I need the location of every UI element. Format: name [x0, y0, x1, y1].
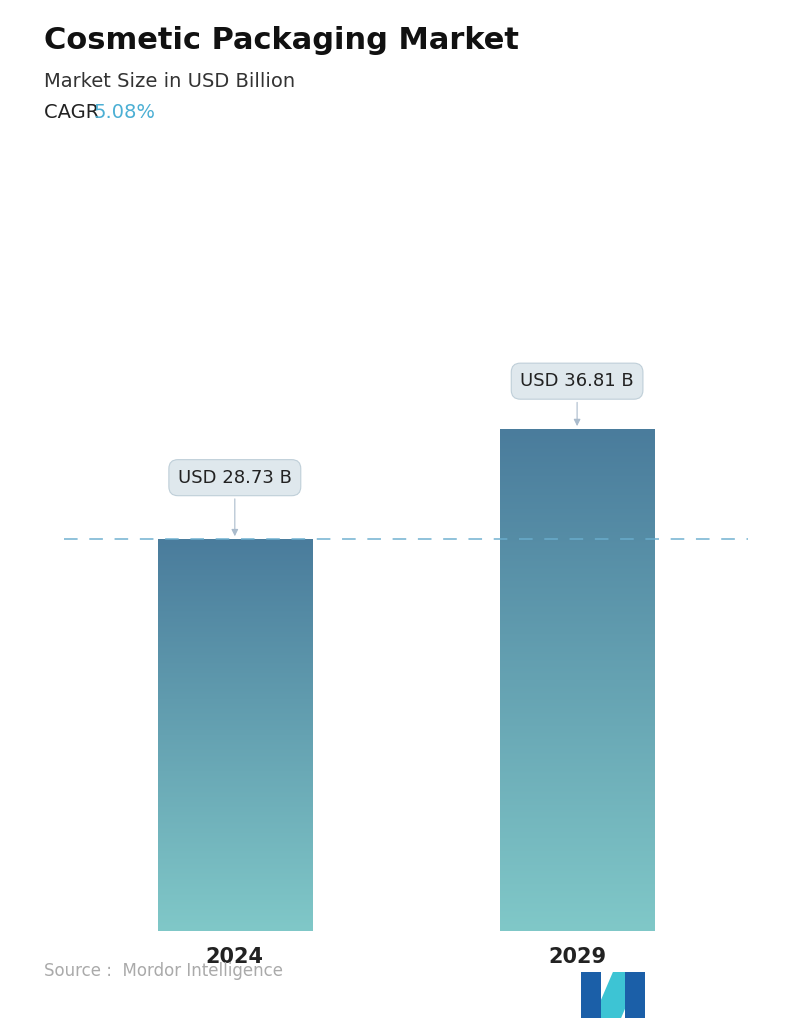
Text: Market Size in USD Billion: Market Size in USD Billion [44, 72, 295, 91]
Text: USD 36.81 B: USD 36.81 B [521, 372, 634, 425]
Text: USD 28.73 B: USD 28.73 B [178, 468, 292, 535]
Text: CAGR: CAGR [44, 103, 111, 122]
Polygon shape [625, 972, 645, 1018]
Text: Cosmetic Packaging Market: Cosmetic Packaging Market [44, 26, 519, 55]
Polygon shape [593, 972, 641, 1018]
Polygon shape [581, 972, 601, 1018]
Text: Source :  Mordor Intelligence: Source : Mordor Intelligence [44, 963, 283, 980]
Text: 5.08%: 5.08% [94, 103, 156, 122]
